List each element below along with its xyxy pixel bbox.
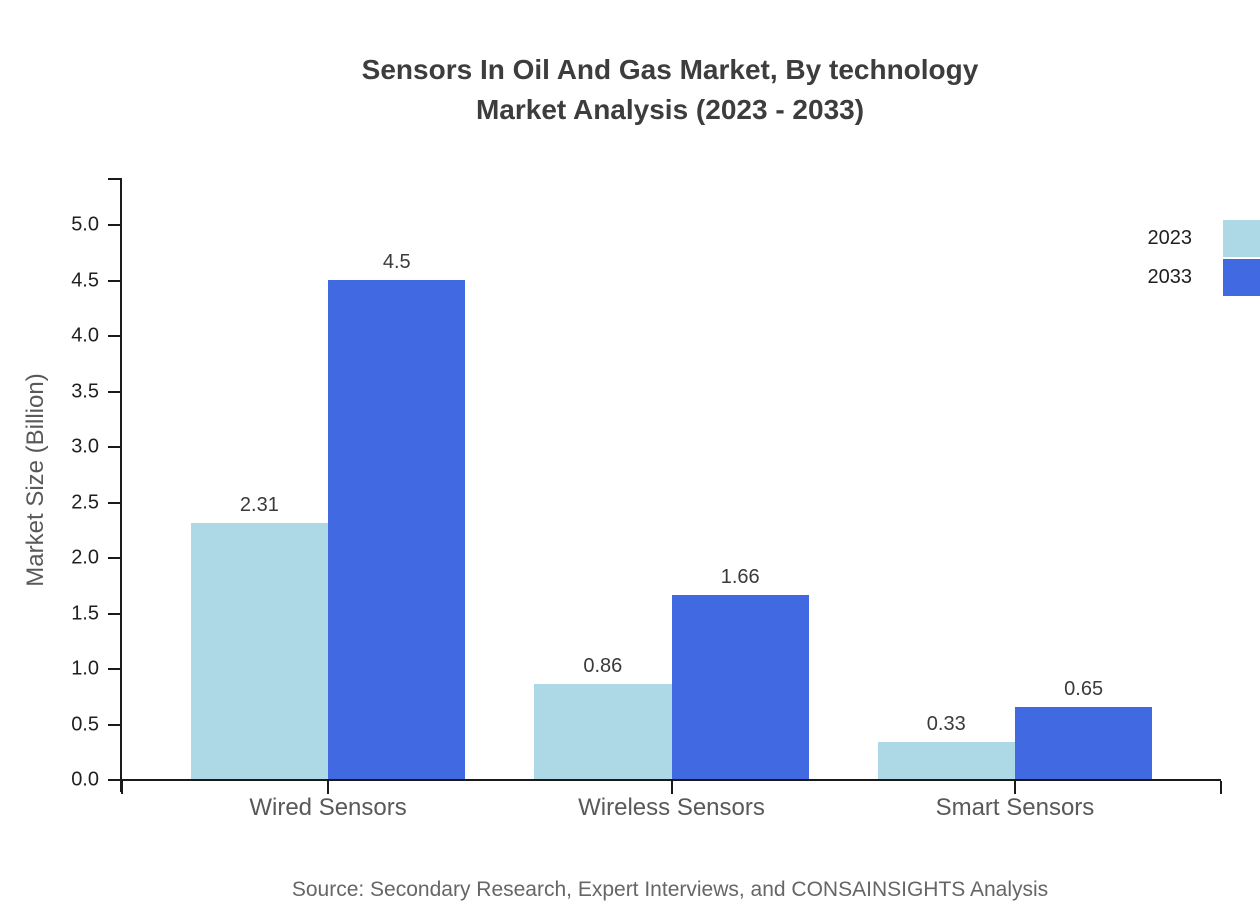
chart-title-line-1: Sensors In Oil And Gas Market, By techno… (361, 54, 979, 85)
y-tick (108, 446, 121, 448)
source-note: Source: Secondary Research, Expert Inter… (291, 878, 1049, 901)
legend-swatch-2033 (1223, 258, 1260, 296)
y-tick (108, 279, 121, 282)
value-label-2033-wireless-sensors: 1.66 (720, 565, 760, 588)
legend-label-2033: 2033 (1147, 265, 1193, 288)
y-tick (108, 723, 121, 726)
y-axis-line (120, 178, 122, 792)
bar-2023-smart-sensors (877, 742, 1015, 779)
value-label-2023-smart-sensors: 0.33 (926, 713, 966, 736)
y-tick (108, 390, 121, 393)
bar-2023-wired-sensors (190, 522, 329, 779)
bar-2033-smart-sensors (1014, 706, 1153, 779)
plot-area: 0.0 0.5 1.0 1.5 2.0 2.5 3.0 3.5 4.0 4.5 5.0 Wired S… (71, 178, 1222, 821)
legend-item-2023: 2023 (1148, 219, 1260, 257)
y-tick (108, 779, 121, 781)
value-label-2023-wired-sensors: 2.31 (239, 493, 279, 516)
x-tick (1013, 781, 1016, 794)
chart-title: Sensors In Oil And Gas Market, By techno… (90, 50, 1250, 130)
x-tick (327, 781, 330, 794)
category-label-smart-sensors: Smart Sensors (935, 794, 1095, 821)
legend: 2023 2033 (1148, 219, 1260, 297)
bar-2023-wireless-sensors (534, 683, 672, 779)
x-axis-end-tick (121, 781, 123, 794)
y-tick-label: 3.5 (71, 380, 99, 402)
y-tick (108, 668, 121, 670)
value-label-2033-smart-sensors: 0.65 (1064, 677, 1104, 700)
y-tick-label: 0.0 (71, 768, 99, 791)
legend-label-2023: 2023 (1147, 226, 1193, 249)
y-tick (108, 335, 121, 337)
y-tick (108, 557, 121, 559)
x-axis-end-tick (1220, 781, 1222, 794)
bar-2033-wireless-sensors (671, 594, 809, 779)
bar-2033-wired-sensors (328, 279, 466, 779)
value-label-2033-wired-sensors: 4.5 (382, 250, 411, 273)
y-tick-label: 0.5 (71, 713, 99, 735)
x-tick (670, 781, 673, 794)
y-tick-label: 1.0 (71, 657, 99, 680)
y-tick-label: 2.5 (71, 491, 99, 513)
y-tick-label: 2.0 (71, 546, 99, 569)
category-label-wired-sensors: Wired Sensors (249, 794, 407, 821)
y-tick (108, 612, 121, 615)
y-tick-label: 4.0 (71, 324, 99, 347)
y-tick (108, 501, 121, 504)
y-tick-label: 1.5 (71, 602, 99, 624)
category-label-wireless-sensors: Wireless Sensors (578, 794, 765, 821)
legend-swatch-2023 (1223, 219, 1260, 257)
y-tick-label: 4.5 (71, 269, 99, 291)
value-label-2023-wireless-sensors: 0.86 (583, 654, 623, 677)
y-tick-label: 3.0 (71, 435, 99, 458)
y-tick-label: 5.0 (71, 213, 99, 236)
x-axis-line (108, 779, 1221, 781)
y-axis-endcap-tick (108, 178, 122, 180)
y-tick (108, 224, 121, 226)
chart-title-line-2: Market Analysis (2023 - 2033) (475, 94, 865, 125)
legend-item-2033: 2033 (1148, 258, 1260, 296)
